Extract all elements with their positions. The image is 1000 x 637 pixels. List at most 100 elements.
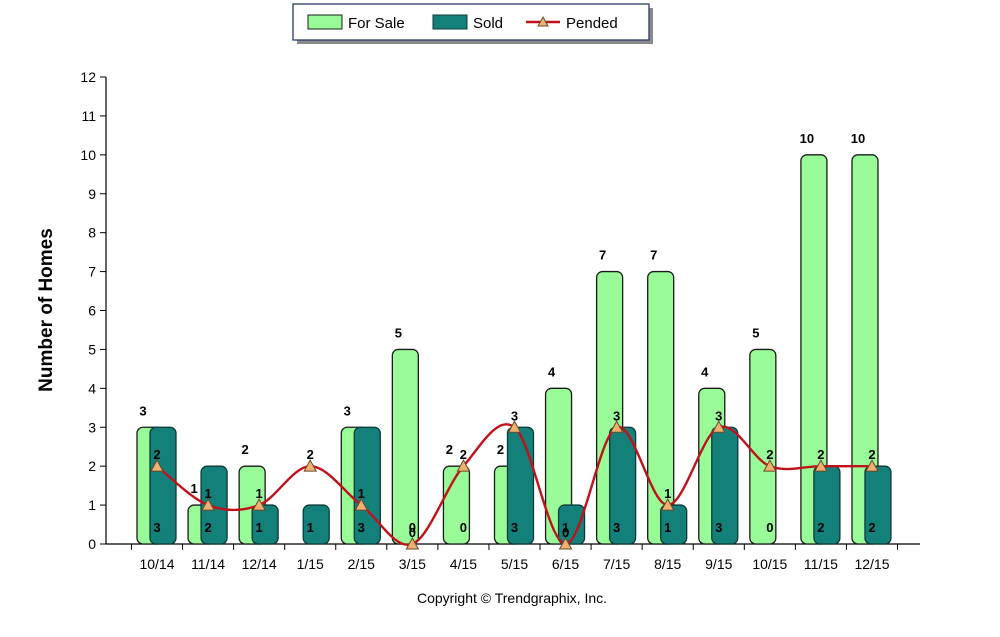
pended-value-label: 1 <box>256 486 263 501</box>
sold-bar <box>302 504 330 545</box>
pended-marker <box>814 459 828 472</box>
for-sale-value-label: 4 <box>701 364 709 379</box>
sold-value-label: 3 <box>613 520 620 535</box>
sold-value-label: 1 <box>307 520 314 535</box>
legend: For Sale Sold Pended <box>292 3 653 44</box>
pended-marker <box>865 459 879 472</box>
x-tick-label: 10/15 <box>752 556 787 572</box>
sold-value-label: 0 <box>766 520 773 535</box>
for-sale-bar <box>851 154 879 545</box>
x-tick-label: 11/15 <box>804 556 838 572</box>
y-tick-label: 0 <box>88 536 96 552</box>
for-sale-value-label: 5 <box>395 325 402 340</box>
legend-swatch-sold <box>432 14 468 30</box>
pended-value-label: 1 <box>204 486 211 501</box>
pended-marker <box>405 536 420 550</box>
for-sale-value-label: 7 <box>650 248 657 263</box>
y-tick-label: 3 <box>88 419 96 435</box>
for-sale-bar <box>647 270 675 545</box>
pended-marker <box>507 420 522 433</box>
y-tick-label: 4 <box>88 380 96 396</box>
legend-label-sold: Sold <box>473 15 503 32</box>
y-axis-title: Number of Homes <box>36 228 57 392</box>
pended-value-label: 3 <box>613 408 620 423</box>
for-sale-value-label: 2 <box>497 442 504 457</box>
pended-marker <box>201 498 215 511</box>
sold-value-label: 3 <box>358 520 365 535</box>
pended-line <box>156 423 872 546</box>
sold-value-label: 3 <box>153 520 160 535</box>
x-tick-label: 12/15 <box>854 556 889 572</box>
x-tick-label: 9/15 <box>705 556 732 572</box>
y-tick-label: 6 <box>88 303 96 319</box>
x-tick-label: 7/15 <box>603 556 630 572</box>
for-sale-value-label: 2 <box>242 442 249 457</box>
sold-value-label: 2 <box>817 520 824 535</box>
pended-value-label: 1 <box>358 486 365 501</box>
pended-marker <box>762 459 777 472</box>
x-tick-label: 12/14 <box>242 556 277 572</box>
x-tick-label: 4/15 <box>450 556 477 572</box>
x-tick-label: 2/15 <box>348 556 375 572</box>
pended-marker <box>660 498 675 511</box>
sold-bar <box>149 426 177 545</box>
sold-bar <box>660 504 688 545</box>
legend-frame <box>292 3 650 41</box>
y-tick-label: 11 <box>81 108 96 124</box>
for-sale-value-label: 3 <box>344 403 351 418</box>
legend-swatch-for-sale <box>307 14 343 30</box>
pended-value-label: 2 <box>766 447 773 462</box>
pended-value-label: 0 <box>562 525 569 540</box>
pended-value-label: 2 <box>153 447 160 462</box>
y-tick-label: 12 <box>80 69 96 85</box>
x-tick-label: 11/14 <box>191 556 225 572</box>
x-tick-label: 6/15 <box>552 556 579 572</box>
pended-marker <box>303 459 318 472</box>
x-tick-label: 10/14 <box>139 556 174 572</box>
sold-value-label: 1 <box>664 520 671 535</box>
pended-marker <box>456 459 471 472</box>
x-tick-label: 3/15 <box>399 556 426 572</box>
sold-bar <box>557 504 586 545</box>
sold-value-label: 3 <box>715 520 722 535</box>
legend-label-pended: Pended <box>566 15 618 32</box>
sold-bar <box>506 426 535 545</box>
pended-marker <box>609 420 624 433</box>
y-tick-label: 5 <box>88 341 96 357</box>
sold-value-label: 2 <box>204 520 211 535</box>
sold-bar <box>200 465 228 545</box>
pended-marker <box>711 420 726 433</box>
bars <box>136 154 892 545</box>
y-tick-label: 7 <box>88 264 96 280</box>
for-sale-value-label: 1 <box>190 481 197 496</box>
for-sale-bar <box>800 154 828 545</box>
for-sale-value-label: 2 <box>446 442 453 457</box>
pended-marker <box>252 498 266 511</box>
sold-value-label: 0 <box>409 520 416 535</box>
sold-value-label: 0 <box>460 520 467 535</box>
x-tick-label: 5/15 <box>501 556 528 572</box>
sold-value-label: 1 <box>562 520 569 535</box>
pended-value-label: 2 <box>307 447 314 462</box>
for-sale-value-label: 3 <box>139 403 146 418</box>
y-tick-label: 2 <box>88 458 96 474</box>
for-sale-value-label: 7 <box>599 248 606 263</box>
legend-swatch-pended-marker <box>537 15 549 27</box>
x-tick-label: 1/15 <box>297 556 324 572</box>
pended-value-label: 2 <box>817 447 824 462</box>
for-sale-bar <box>391 348 420 545</box>
y-tick-label: 8 <box>88 225 96 241</box>
for-sale-value-label: 10 <box>851 131 865 146</box>
sold-value-label: 3 <box>511 520 518 535</box>
pended-value-label: 1 <box>664 486 671 501</box>
x-tick-label: 8/15 <box>654 556 681 572</box>
pended-line-layer <box>150 420 879 550</box>
sold-value-label: 2 <box>868 520 875 535</box>
y-tick-label: 1 <box>88 497 96 513</box>
pended-value-label: 2 <box>868 447 875 462</box>
for-sale-value-label: 10 <box>800 131 814 146</box>
pended-marker <box>558 536 573 550</box>
sold-bar <box>353 426 381 545</box>
sold-value-label: 1 <box>256 520 263 535</box>
